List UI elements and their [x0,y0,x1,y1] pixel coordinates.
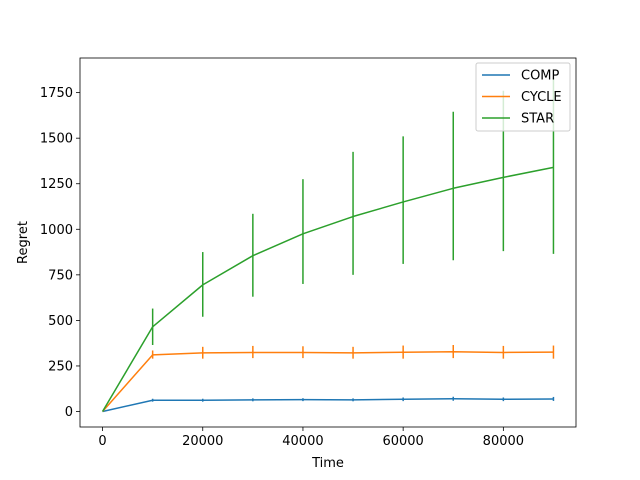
x-tick-label: 80000 [483,434,524,449]
series-layer [101,78,555,413]
x-tick-label: 0 [98,434,106,449]
ticks-layer: 0 20000 40000 60000 80000 0 250 500 750 1000 1250 1… [40,86,524,449]
y-tick-label: 500 [48,314,73,329]
plot-frame [79,57,577,428]
y-tick-label: 1000 [40,223,73,238]
legend-box [475,62,571,132]
legend-label-comp: COMP [521,69,560,84]
legend: COMP CYCLE STAR [475,62,571,132]
series-comp [102,396,555,413]
series-line-cycle [101,350,554,413]
y-tick-label: 1500 [40,132,73,147]
axes-layer [79,57,577,428]
series-cycle [101,345,555,413]
series-line-star [101,166,554,412]
legend-label-star: STAR [521,112,554,127]
y-tick-label: 0 [65,405,73,420]
series-star [101,78,555,412]
y-tick-label: 750 [48,268,73,283]
legend-label-cycle: CYCLE [521,90,562,105]
x-axis-label: Time [311,456,344,471]
series-line-comp [102,398,554,413]
x-tick-label: 40000 [282,434,323,449]
y-axis-label: Regret [16,221,31,264]
x-tick-label: 60000 [382,434,423,449]
x-tick-label: 20000 [182,434,223,449]
y-tick-label: 1750 [40,86,73,101]
y-tick-label: 1250 [40,177,73,192]
y-tick-label: 250 [48,359,73,374]
